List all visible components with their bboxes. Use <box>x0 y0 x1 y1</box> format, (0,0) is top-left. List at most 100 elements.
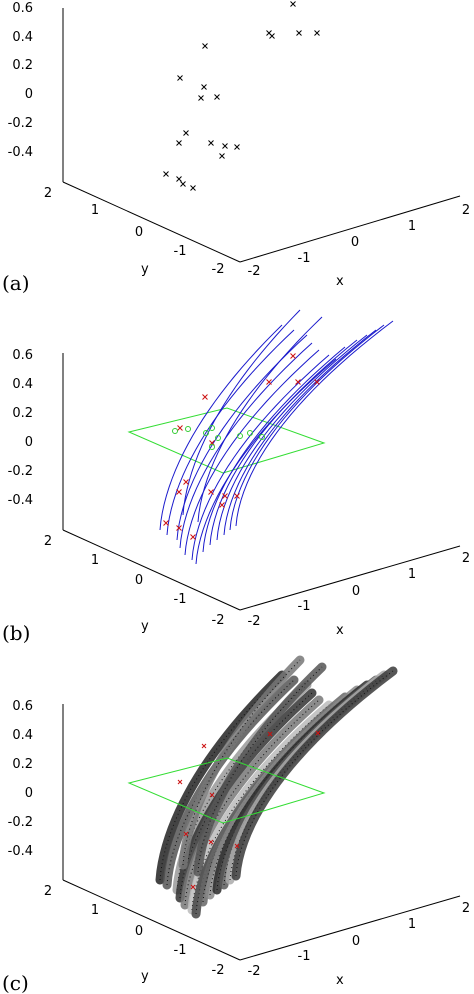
initial-point-marker <box>208 839 214 845</box>
x-tick-label: -1 <box>298 949 311 964</box>
z-tick-label: 0 <box>25 87 33 102</box>
data-point <box>269 33 275 39</box>
y-tick-label: -1 <box>174 592 187 607</box>
plane-crossing-marker <box>209 444 215 450</box>
plane-crossing-marker <box>247 430 253 436</box>
y-ticks: 2 1 0 -1 -2 <box>44 186 225 277</box>
initial-point-marker <box>208 489 214 495</box>
y-ticks: 2 1 0 -1 -2 <box>44 534 225 628</box>
panel-label: (a) <box>2 271 30 295</box>
trajectory-curve <box>209 339 358 546</box>
y-axis-line <box>62 879 241 961</box>
y-tick-label: 1 <box>91 553 99 568</box>
panel-c: 0.6 0.4 0.2 0 -0.2 -0.4 2 1 0 -1 -2 -2 -… <box>2 655 471 994</box>
initial-point-marker <box>183 479 189 485</box>
initial-point-marker <box>209 792 215 798</box>
x-axis-line <box>239 195 461 263</box>
plane-crossing-marker <box>185 426 191 432</box>
x-tick-label: -1 <box>298 251 311 266</box>
z-tick-label: 0.2 <box>12 58 33 73</box>
trajectory-curve <box>229 324 385 531</box>
y-tick-label: -2 <box>212 963 225 978</box>
trajectory-curve <box>223 329 377 536</box>
x-tick-label: 0 <box>352 934 360 949</box>
cross-section-plane <box>127 757 326 824</box>
density-band <box>155 670 287 885</box>
plane-crossing-marker <box>259 434 265 440</box>
x-tick-label: 0 <box>352 584 360 599</box>
z-tick-label: -0.2 <box>8 116 33 131</box>
panel-label: (c) <box>2 971 29 994</box>
x-ticks: -2 -1 0 1 2 <box>248 901 471 979</box>
trajectory-curve <box>197 316 323 523</box>
x-tick-label: 1 <box>408 219 416 234</box>
initial-point-marker <box>190 534 196 540</box>
data-point <box>198 95 204 101</box>
initial-point-marker <box>290 353 296 359</box>
y-axis-label: y <box>141 969 149 984</box>
section-markers <box>177 730 321 890</box>
y-tick-label: -2 <box>212 262 225 277</box>
density-bands <box>155 655 398 919</box>
data-point <box>208 140 214 146</box>
trajectory-curve <box>166 329 295 536</box>
initial-point-marker <box>177 779 183 785</box>
x-tick-label: 2 <box>462 901 470 916</box>
data-point <box>290 1 296 7</box>
initial-point-marker <box>201 743 207 749</box>
data-point <box>177 75 183 81</box>
initial-point-marker <box>222 493 228 499</box>
x-tick-label: 1 <box>408 567 416 582</box>
z-ticks: 0.6 0.4 0.2 0 -0.2 -0.4 <box>8 699 33 859</box>
data-point <box>219 153 225 159</box>
y-axis-line <box>62 181 241 263</box>
data-point <box>176 176 182 182</box>
x-ticks: -2 -1 0 1 2 <box>248 551 471 629</box>
x-tick-label: 2 <box>462 551 470 566</box>
initial-point-marker <box>190 884 196 890</box>
z-tick-label: -0.4 <box>8 844 33 859</box>
initial-point-marker <box>163 520 169 526</box>
y-tick-label: 1 <box>91 903 99 918</box>
z-ticks: 0.6 0.4 0.2 0 -0.2 -0.4 <box>8 1 33 160</box>
data-points <box>163 1 320 191</box>
z-tick-label: 0.6 <box>12 348 33 363</box>
z-tick-label: 0.6 <box>12 699 33 714</box>
initial-point-marker <box>202 394 208 400</box>
x-tick-label: 1 <box>408 917 416 932</box>
plane-crossing-marker <box>209 425 215 431</box>
density-band <box>231 666 398 881</box>
data-point <box>176 140 182 146</box>
z-tick-label: -0.2 <box>8 815 33 830</box>
x-ticks: -2 -1 0 1 2 <box>248 203 471 279</box>
x-tick-label: -2 <box>248 614 261 629</box>
trajectory-curve <box>191 354 330 561</box>
x-axis-line <box>239 895 461 961</box>
y-axis-line <box>62 529 241 611</box>
y-tick-label: 0 <box>135 924 143 939</box>
initial-point-marker <box>314 379 320 385</box>
z-tick-label: -0.4 <box>8 145 33 160</box>
y-tick-label: -2 <box>212 613 225 628</box>
band-dots <box>184 699 320 906</box>
z-tick-label: -0.4 <box>8 493 33 508</box>
data-point <box>314 30 320 36</box>
data-point <box>163 171 169 177</box>
z-tick-label: 0 <box>25 435 33 450</box>
density-band <box>178 655 305 870</box>
initial-point-marker <box>234 843 240 849</box>
z-tick-label: 0 <box>25 786 33 801</box>
trajectory-curve <box>216 334 368 541</box>
x-tick-label: -1 <box>298 599 311 614</box>
data-point <box>202 43 208 49</box>
trajectory-curve <box>182 309 301 516</box>
x-axis-label: x <box>336 274 344 289</box>
x-axis-label: x <box>336 973 344 988</box>
plane-crossing-marker <box>237 433 243 439</box>
cross-section-plane <box>127 407 326 474</box>
x-tick-label: -2 <box>248 964 261 979</box>
initial-point-marker <box>234 493 240 499</box>
z-tick-label: 0.4 <box>12 728 33 743</box>
y-tick-label: 2 <box>44 186 52 201</box>
x-tick-label: -2 <box>248 264 261 279</box>
